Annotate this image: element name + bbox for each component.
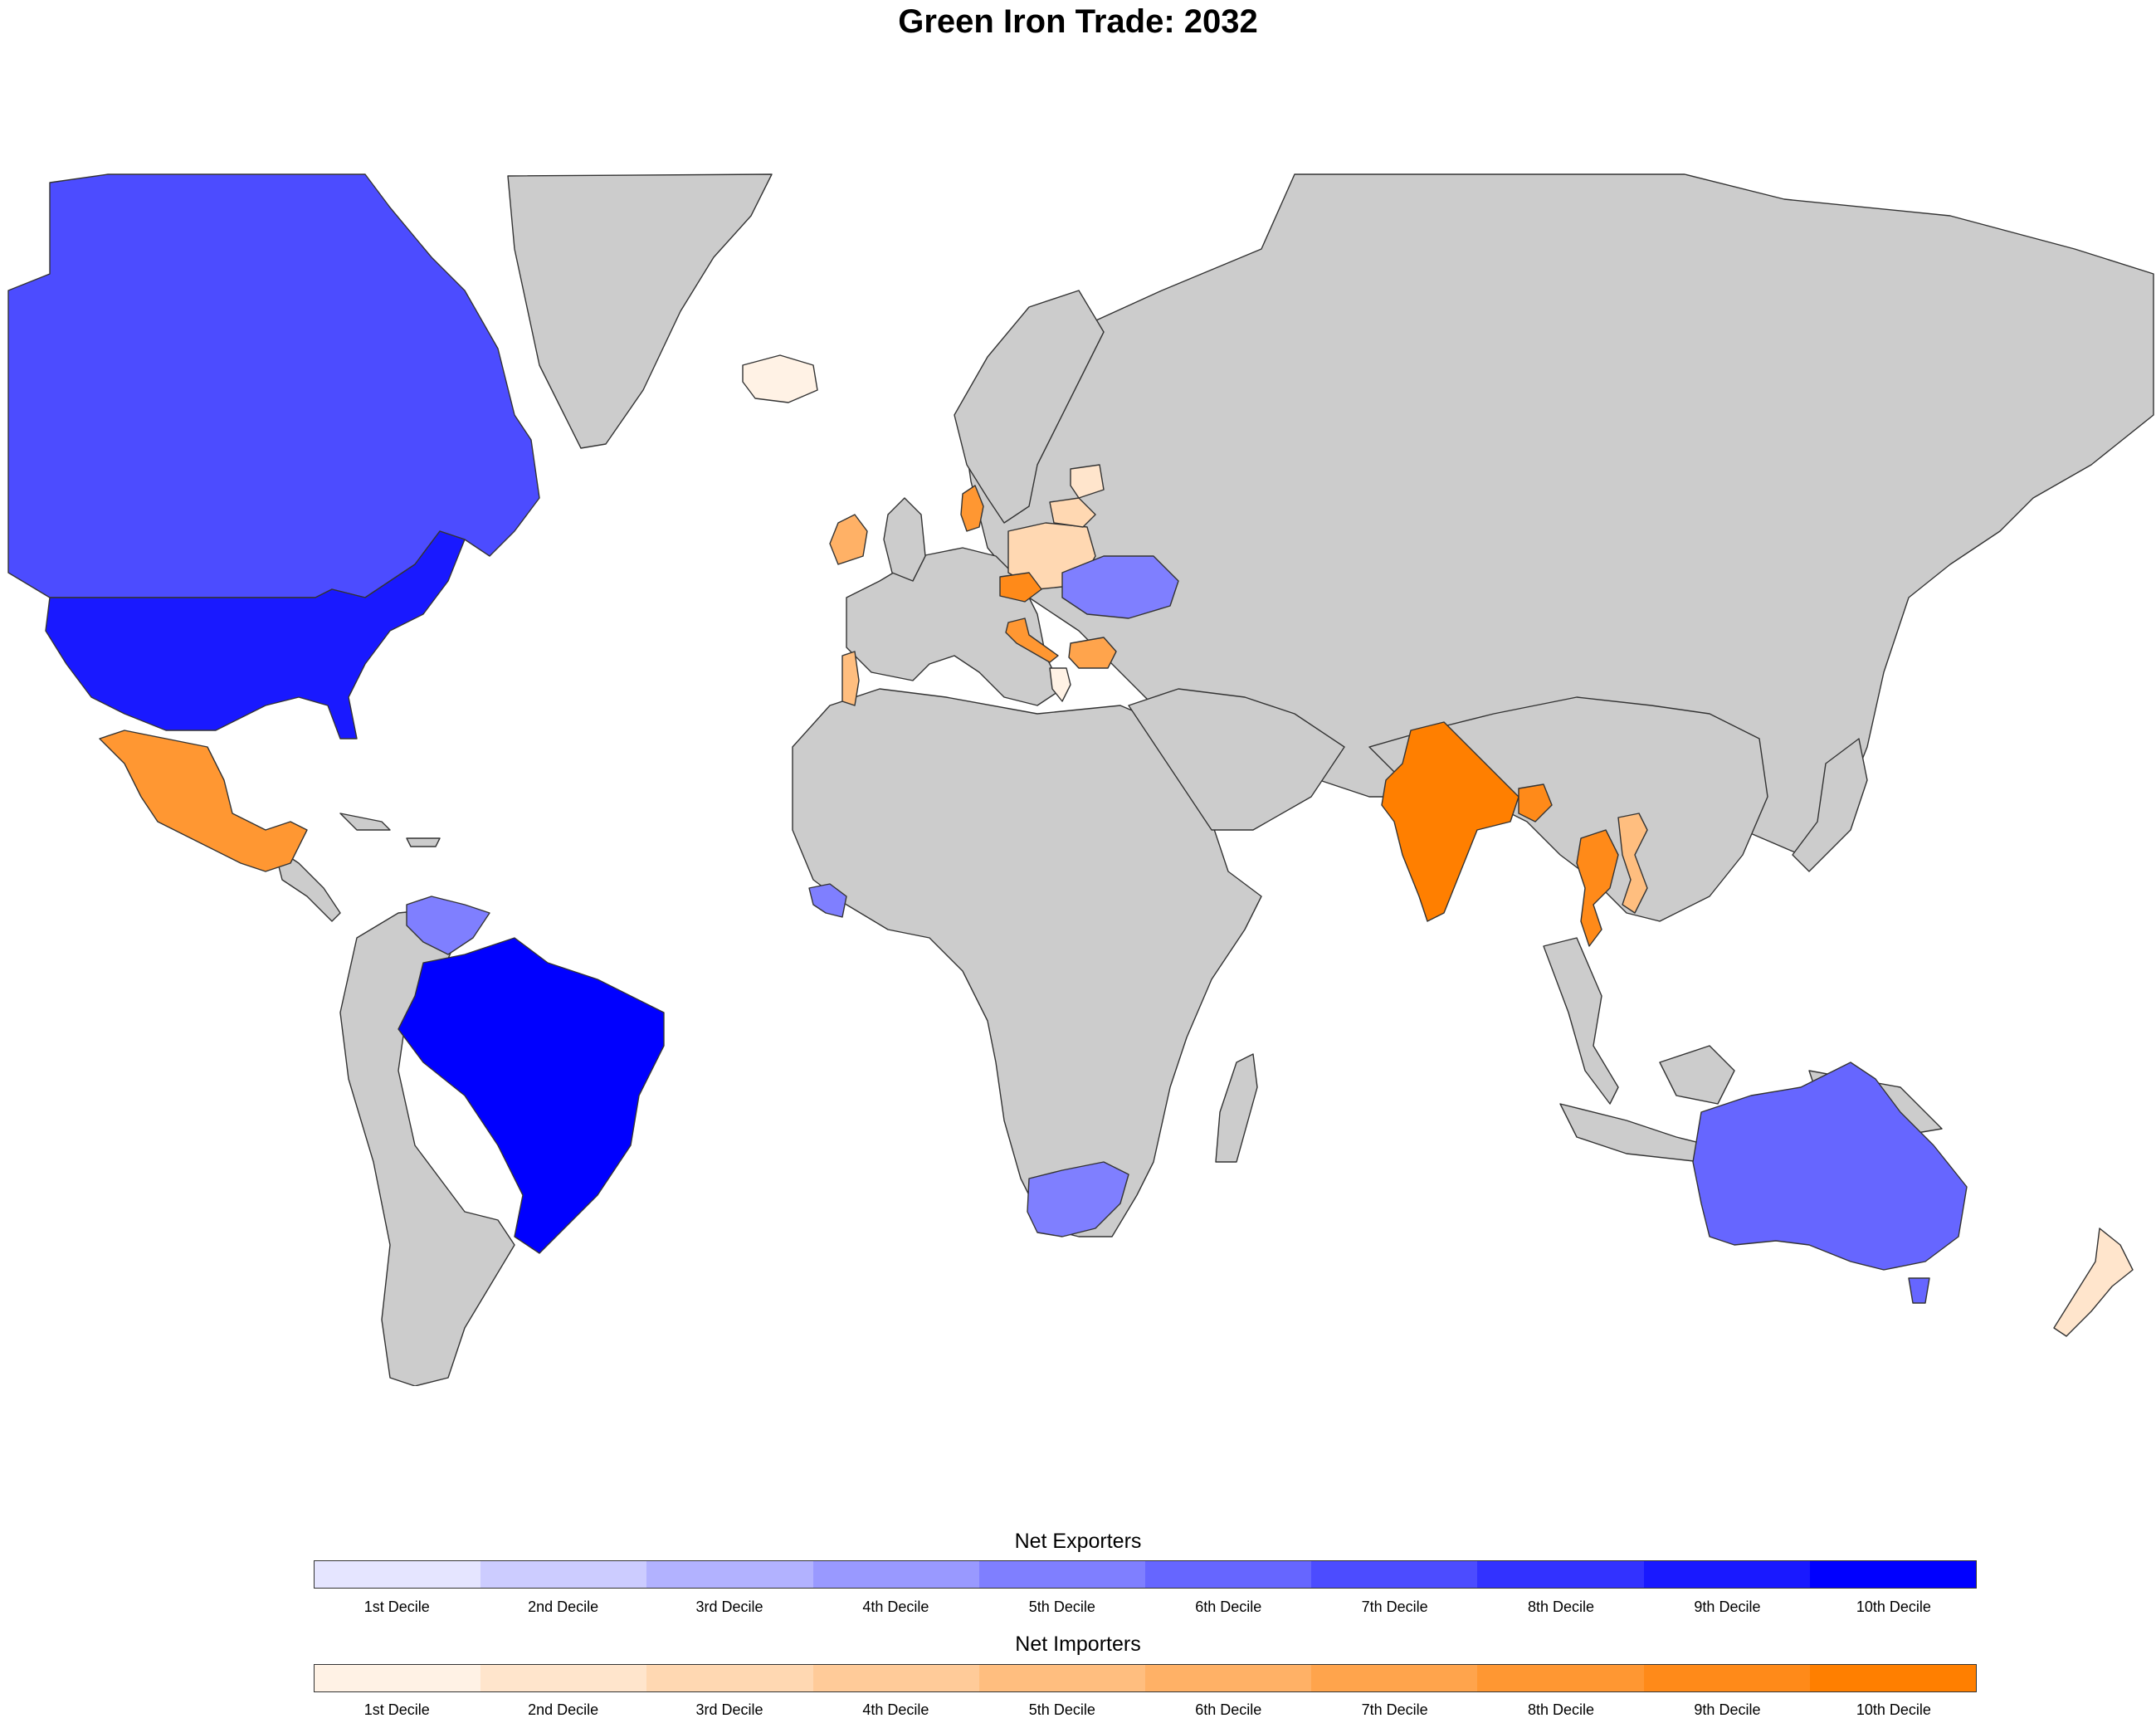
importers-decile-label-4: 4th Decile <box>862 1701 929 1718</box>
importers-swatch-3 <box>646 1665 813 1691</box>
importers-swatch-4 <box>812 1665 979 1691</box>
world-choropleth-map <box>7 173 2154 1386</box>
importers-decile-label-5: 5th Decile <box>1028 1701 1095 1718</box>
importers-decile-label-2: 2nd Decile <box>528 1701 599 1718</box>
country-denmark <box>960 485 984 532</box>
scandinavia <box>954 290 1105 524</box>
importers-swatch-7 <box>1311 1665 1478 1691</box>
britain <box>883 497 926 582</box>
exporters-decile-label-6: 6th Decile <box>1195 1599 1262 1615</box>
country-united-states <box>45 530 466 739</box>
country-greece <box>1049 667 1071 702</box>
importers-decile-label-3: 3rd Decile <box>695 1701 763 1718</box>
madagascar <box>1215 1053 1258 1163</box>
country-canada <box>7 173 540 598</box>
exporters-swatch-7 <box>1311 1561 1478 1588</box>
importers-swatch-8 <box>1477 1665 1644 1691</box>
exporters-swatch-1 <box>315 1561 481 1588</box>
caribbean <box>339 813 441 847</box>
country-ukraine <box>1061 555 1179 619</box>
country-guinea <box>808 883 847 918</box>
exporters-decile-label-3: 3rd Decile <box>695 1599 763 1615</box>
importers-swatch-6 <box>1145 1665 1312 1691</box>
exporters-swatch-2 <box>480 1561 647 1588</box>
africa <box>792 688 1262 1237</box>
country-mexico <box>99 730 308 872</box>
legend-exporters-labels: 1st Decile 2nd Decile 3rd Decile 4th Decile… <box>314 1599 1977 1616</box>
country-lithuania <box>1049 497 1096 528</box>
importers-decile-label-6: 6th Decile <box>1195 1701 1262 1718</box>
importers-decile-label-8: 8th Decile <box>1528 1701 1595 1718</box>
importers-decile-label-10: 10th Decile <box>1856 1701 1931 1718</box>
country-vietnam <box>1617 813 1648 914</box>
country-portugal <box>841 651 860 706</box>
country-brazil <box>398 937 665 1254</box>
importers-swatch-2 <box>480 1665 647 1691</box>
legend-exporters-colorbar <box>314 1560 1977 1589</box>
exporters-swatch-10 <box>1809 1561 1977 1588</box>
importers-swatch-9 <box>1643 1665 1810 1691</box>
legend-importers-title: Net Importers <box>1015 1633 1141 1656</box>
map-title: Green Iron Trade: 2032 <box>898 3 1258 40</box>
country-australia <box>1692 1062 1968 1304</box>
country-india <box>1381 721 1519 922</box>
exporters-decile-label-8: 8th Decile <box>1528 1599 1595 1615</box>
importers-decile-label-1: 1st Decile <box>363 1701 430 1718</box>
exporters-decile-label-9: 9th Decile <box>1694 1599 1761 1615</box>
importers-swatch-10 <box>1809 1665 1977 1691</box>
legend-importers-labels: 1st Decile 2nd Decile 3rd Decile 4th Decile… <box>314 1701 1977 1719</box>
central-america <box>273 846 341 922</box>
country-thailand <box>1576 829 1619 947</box>
exporters-decile-label-4: 4th Decile <box>862 1599 929 1615</box>
exporters-swatch-3 <box>646 1561 813 1588</box>
country-ireland <box>829 514 868 565</box>
exporters-swatch-9 <box>1643 1561 1810 1588</box>
country-bangladesh <box>1518 783 1553 822</box>
country-iceland <box>742 354 818 403</box>
exporters-swatch-5 <box>978 1561 1146 1588</box>
country-bulgaria <box>1068 637 1117 669</box>
exporters-decile-label-5: 5th Decile <box>1028 1599 1095 1615</box>
country-new-zealand <box>2053 1228 2134 1337</box>
legend-importers-colorbar <box>314 1664 1977 1692</box>
legend-exporters-title: Net Exporters <box>1014 1530 1142 1553</box>
country-latvia <box>1070 464 1105 499</box>
importers-swatch-5 <box>978 1665 1146 1691</box>
importers-decile-label-9: 9th Decile <box>1694 1701 1761 1718</box>
japan <box>1792 738 1868 872</box>
indochina-malaysia <box>1543 937 1619 1105</box>
exporters-decile-label-1: 1st Decile <box>363 1599 430 1615</box>
exporters-decile-label-2: 2nd Decile <box>528 1599 599 1615</box>
country-slovenia <box>1005 617 1059 663</box>
exporters-swatch-8 <box>1477 1561 1644 1588</box>
greenland <box>507 173 773 449</box>
exporters-decile-label-10: 10th Decile <box>1856 1599 1931 1615</box>
country-south-africa <box>1027 1161 1129 1237</box>
country-venezuela <box>406 896 490 955</box>
importers-swatch-1 <box>315 1665 481 1691</box>
arabia-middle-east <box>1128 688 1345 831</box>
country-czech-republic <box>999 572 1042 603</box>
exporters-swatch-6 <box>1145 1561 1312 1588</box>
exporters-decile-label-7: 7th Decile <box>1361 1599 1428 1615</box>
importers-decile-label-7: 7th Decile <box>1361 1701 1428 1718</box>
exporters-swatch-4 <box>812 1561 979 1588</box>
